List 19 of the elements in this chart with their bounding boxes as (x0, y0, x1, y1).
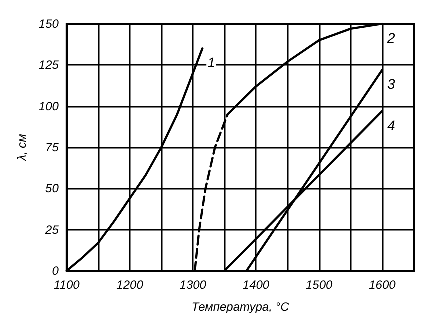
series-label: 2 (386, 30, 396, 46)
x-tick-label: 1600 (369, 278, 396, 292)
y-tick-label: 50 (46, 182, 60, 196)
x-tick-label: 1100 (54, 278, 80, 292)
y-tick-label: 25 (44, 222, 60, 237)
y-tick-label: 0 (52, 264, 60, 278)
y-axis-title: λ, см (15, 134, 29, 162)
y-tick-label: 125 (38, 58, 60, 72)
series-label: 1 (208, 54, 216, 71)
x-tick-label: 1200 (116, 278, 144, 292)
series-label: 4 (387, 117, 396, 134)
y-tick-label: 100 (38, 99, 60, 114)
y-tick-label: 150 (38, 17, 60, 31)
x-tick-label: 1400 (242, 278, 270, 292)
x-tick-label: 1500 (306, 278, 334, 292)
series-label: 3 (387, 76, 396, 92)
x-tick-label: 1300 (180, 278, 207, 292)
x-axis-title: Температура, °C (192, 300, 290, 314)
y-tick-label: 75 (46, 140, 60, 154)
